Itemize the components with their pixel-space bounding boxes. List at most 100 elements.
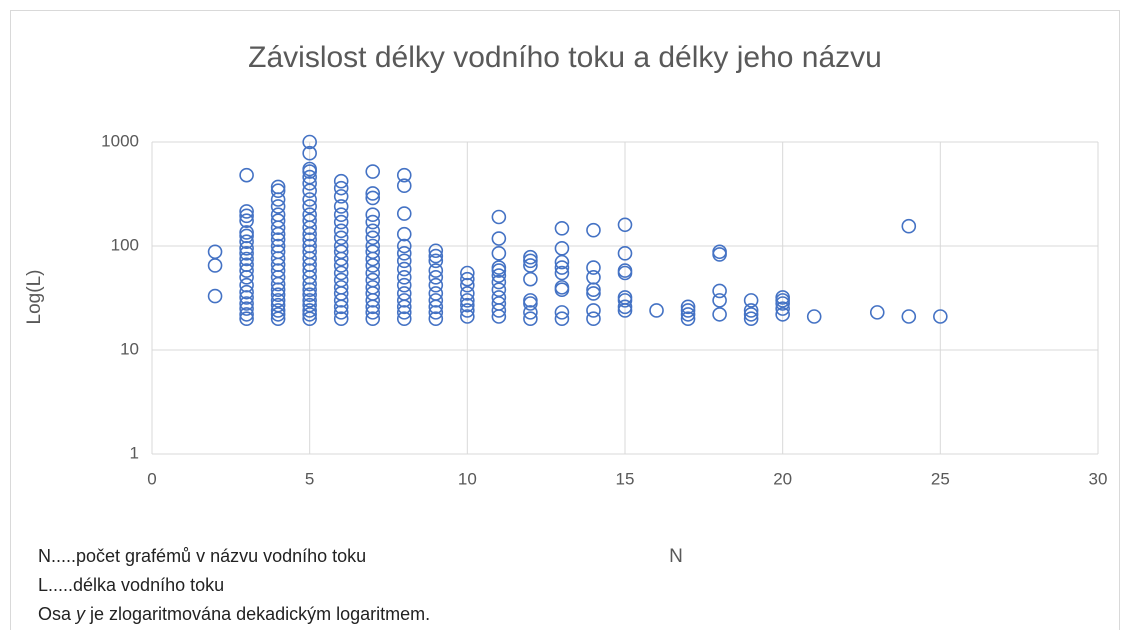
point bbox=[333, 214, 349, 230]
point bbox=[365, 244, 381, 260]
point bbox=[239, 277, 254, 293]
point bbox=[680, 299, 696, 315]
point bbox=[460, 265, 475, 281]
point bbox=[396, 206, 412, 221]
point bbox=[491, 274, 507, 290]
y-tick-label: 100 bbox=[111, 235, 139, 254]
point bbox=[302, 134, 317, 150]
point bbox=[428, 277, 444, 293]
point bbox=[333, 244, 349, 260]
point bbox=[239, 257, 254, 273]
point bbox=[460, 293, 475, 308]
point bbox=[270, 232, 286, 247]
point bbox=[365, 223, 381, 239]
point bbox=[239, 204, 254, 219]
point bbox=[302, 297, 317, 313]
point bbox=[302, 303, 317, 318]
point bbox=[396, 238, 412, 254]
note: L.....délka vodního toku bbox=[38, 575, 224, 595]
point bbox=[302, 244, 317, 260]
x-tick-label: 30 bbox=[1089, 469, 1108, 488]
point bbox=[239, 251, 254, 267]
point bbox=[302, 213, 317, 229]
point bbox=[712, 307, 727, 322]
point bbox=[428, 286, 444, 301]
point bbox=[333, 238, 349, 254]
point bbox=[270, 179, 286, 195]
point bbox=[901, 218, 917, 234]
point bbox=[333, 305, 349, 320]
point bbox=[680, 307, 696, 322]
point bbox=[239, 263, 254, 278]
point bbox=[302, 199, 317, 214]
point bbox=[428, 253, 444, 269]
x-tick-label: 25 bbox=[931, 469, 950, 488]
point bbox=[743, 303, 759, 318]
point bbox=[428, 243, 444, 259]
point bbox=[302, 232, 317, 247]
point bbox=[586, 303, 601, 318]
x-tick-label: 10 bbox=[458, 469, 477, 488]
point bbox=[460, 271, 475, 287]
point bbox=[491, 260, 507, 275]
point bbox=[302, 293, 317, 308]
point bbox=[302, 169, 317, 185]
point bbox=[491, 209, 507, 225]
point bbox=[680, 311, 696, 326]
point bbox=[365, 238, 381, 254]
point bbox=[302, 238, 317, 254]
point bbox=[428, 305, 444, 320]
point bbox=[933, 309, 948, 324]
point bbox=[333, 311, 349, 326]
point bbox=[365, 207, 381, 222]
x-tick-label: 5 bbox=[305, 469, 314, 488]
point bbox=[333, 280, 349, 295]
point bbox=[806, 309, 822, 324]
point bbox=[554, 311, 570, 326]
point bbox=[365, 280, 381, 295]
point bbox=[396, 167, 412, 183]
x-tick-label: 0 bbox=[147, 469, 156, 488]
point bbox=[523, 293, 538, 308]
point bbox=[396, 226, 412, 242]
point bbox=[743, 307, 759, 322]
point bbox=[901, 309, 917, 324]
point bbox=[617, 290, 633, 305]
point bbox=[554, 241, 570, 256]
point bbox=[396, 246, 412, 261]
point bbox=[396, 311, 412, 326]
point bbox=[302, 161, 317, 177]
point bbox=[239, 246, 254, 261]
point bbox=[365, 305, 381, 320]
point bbox=[207, 244, 223, 260]
point bbox=[649, 303, 664, 318]
point bbox=[775, 301, 790, 316]
point bbox=[775, 307, 790, 322]
point bbox=[239, 234, 254, 249]
point bbox=[523, 271, 538, 287]
point bbox=[270, 199, 286, 214]
point bbox=[428, 248, 444, 264]
point bbox=[491, 231, 507, 246]
point bbox=[554, 260, 570, 275]
point bbox=[270, 244, 286, 260]
point bbox=[302, 192, 317, 207]
point bbox=[554, 280, 570, 295]
point bbox=[365, 214, 381, 230]
point bbox=[460, 309, 475, 324]
point bbox=[239, 213, 254, 229]
y-axis-label: Log(L) bbox=[24, 270, 45, 325]
point bbox=[302, 287, 317, 303]
chart-border bbox=[10, 10, 1120, 630]
point bbox=[554, 305, 570, 320]
point bbox=[586, 222, 601, 238]
point bbox=[586, 311, 601, 326]
point bbox=[428, 311, 444, 326]
point bbox=[333, 272, 349, 288]
y-tick-label: 10 bbox=[120, 339, 139, 358]
point bbox=[617, 246, 633, 261]
point bbox=[270, 207, 286, 222]
point bbox=[270, 297, 286, 313]
